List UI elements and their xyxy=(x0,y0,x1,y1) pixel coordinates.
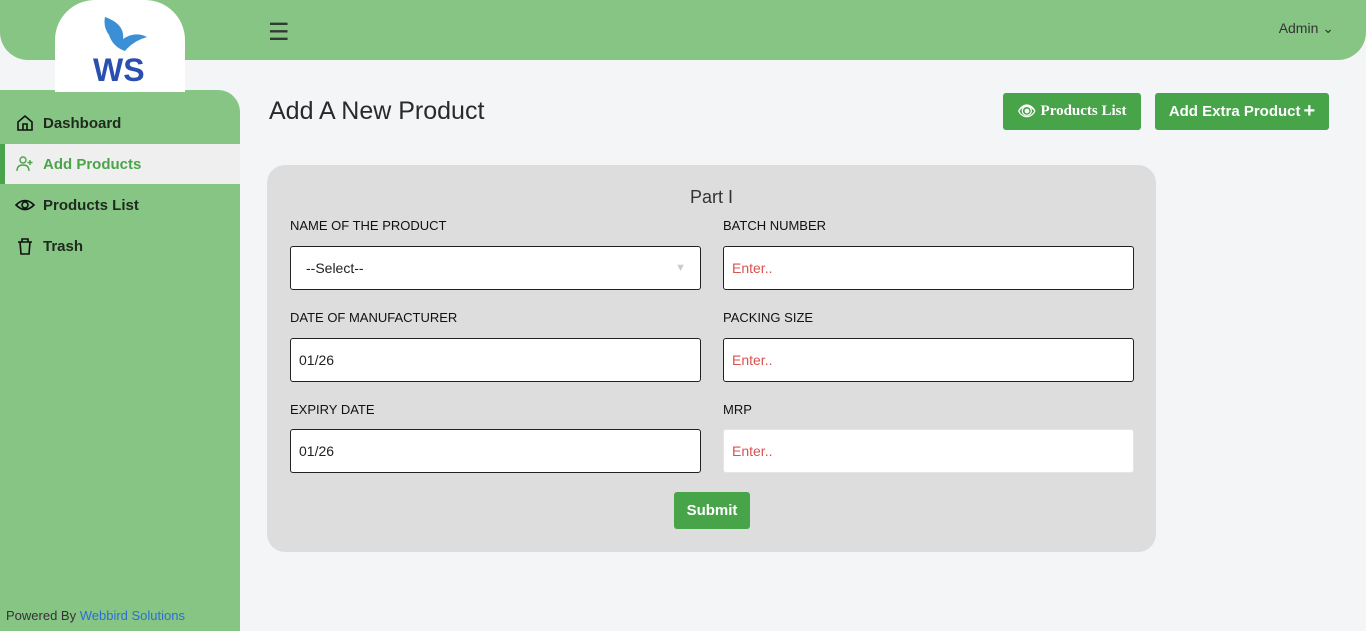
name-label: NAME OF THE PRODUCT xyxy=(290,218,447,233)
sidebar-item-label: Trash xyxy=(43,237,84,255)
add-extra-product-button[interactable]: Add Extra Product + xyxy=(1155,93,1329,130)
submit-button[interactable]: Submit xyxy=(674,492,750,529)
trash-icon xyxy=(18,238,32,255)
sidebar-item-trash[interactable]: Trash xyxy=(0,226,240,266)
chevron-down-icon: ⌄ xyxy=(1322,20,1334,36)
input-value: 01/26 xyxy=(299,352,335,368)
packing-size-input[interactable]: Enter.. xyxy=(723,338,1134,382)
sidebar-item-add-products[interactable]: Add Products xyxy=(0,144,240,184)
powered-by-text: Powered By xyxy=(6,608,77,623)
sidebar-item-dashboard[interactable]: Dashboard xyxy=(0,103,240,143)
sidebar-item-label: Dashboard xyxy=(43,114,122,132)
eye-icon: 👁 xyxy=(1017,104,1037,120)
top-bar: ☰ Admin ⌄ xyxy=(0,0,1366,60)
packing-label: PACKING SIZE xyxy=(723,310,814,325)
mrp-label: MRP xyxy=(723,402,752,417)
mfg-date-input[interactable]: 01/26 xyxy=(290,338,701,382)
powered-by: Powered By Webbird Solutions xyxy=(6,608,185,623)
plus-icon: + xyxy=(1303,100,1316,122)
user-plus-icon xyxy=(16,156,33,172)
placeholder: Enter.. xyxy=(732,352,773,368)
svg-text:WS: WS xyxy=(93,52,145,84)
placeholder: Enter.. xyxy=(732,260,773,276)
menu-icon[interactable]: ☰ xyxy=(268,19,290,46)
page-title: Add A New Product xyxy=(269,97,485,125)
admin-menu[interactable]: Admin ⌄ xyxy=(1279,20,1334,37)
product-form: Part I NAME OF THE PRODUCT --Select-- ▼ B… xyxy=(267,165,1156,552)
eye-icon xyxy=(15,199,35,211)
add-extra-label: Add Extra Product xyxy=(1168,103,1301,120)
expiry-label: EXPIRY DATE xyxy=(290,402,375,417)
section-title: Part I xyxy=(689,187,733,207)
batch-label: BATCH NUMBER xyxy=(723,218,827,233)
mfg-label: DATE OF MANUFACTURER xyxy=(290,310,458,325)
company-link[interactable]: Webbird Solutions xyxy=(79,608,185,623)
input-value: 01/26 xyxy=(299,443,335,459)
sidebar-item-label: Products List xyxy=(43,196,139,214)
dropdown-arrow-icon: ▼ xyxy=(675,262,686,274)
placeholder: Enter.. xyxy=(732,443,773,459)
products-list-label: Products List xyxy=(1040,103,1127,119)
sidebar: Dashboard Add Products Products List Tra… xyxy=(0,90,240,631)
user-name: Admin xyxy=(1278,20,1319,36)
expiry-date-input[interactable]: 01/26 xyxy=(290,429,701,473)
product-name-select[interactable]: --Select-- ▼ xyxy=(290,246,701,290)
batch-number-input[interactable]: Enter.. xyxy=(723,246,1134,290)
home-icon xyxy=(17,114,33,131)
select-value: --Select-- xyxy=(306,260,364,276)
logo: WS xyxy=(55,0,185,92)
sidebar-item-products-list[interactable]: Products List xyxy=(0,185,240,225)
products-list-button[interactable]: 👁 Products List xyxy=(1003,93,1141,130)
mrp-input[interactable]: Enter.. xyxy=(723,429,1134,473)
sidebar-item-label: Add Products xyxy=(43,155,142,173)
